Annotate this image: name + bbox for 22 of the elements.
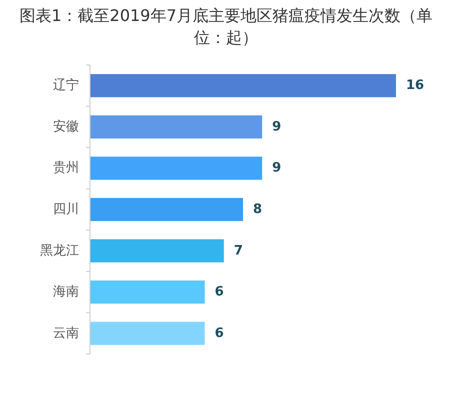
- y-tick-label: 云南: [53, 326, 79, 341]
- y-tick-label: 辽宁: [53, 77, 79, 94]
- bar: [90, 198, 243, 222]
- chart-title: 图表1：截至2019年7月底主要地区猪瘟疫情发生次数（单位：起）: [18, 5, 434, 49]
- y-tick-label: 贵州: [53, 160, 79, 176]
- y-tick-label: 四川: [53, 202, 79, 217]
- bar: [90, 239, 224, 262]
- bar: [90, 322, 205, 345]
- bar: [90, 115, 262, 138]
- data-label: 8: [253, 202, 262, 217]
- data-label: 16: [406, 78, 424, 94]
- data-label: 9: [272, 160, 282, 176]
- y-tick-label: 安徽: [53, 118, 79, 134]
- bar: [90, 74, 396, 98]
- y-tick-label: 海南: [53, 284, 79, 300]
- data-label: 9: [272, 119, 282, 134]
- bar: [90, 156, 262, 180]
- data-label: 6: [214, 326, 224, 341]
- data-label: 7: [234, 243, 243, 258]
- y-tick-label: 黑龙江: [40, 243, 79, 258]
- data-label: 6: [214, 284, 224, 300]
- bar: [90, 280, 205, 304]
